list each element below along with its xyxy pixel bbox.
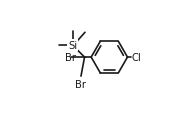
Text: Cl: Cl bbox=[131, 53, 141, 62]
Text: Br: Br bbox=[75, 79, 86, 89]
Text: Si: Si bbox=[68, 41, 77, 51]
Text: Br: Br bbox=[65, 53, 76, 62]
